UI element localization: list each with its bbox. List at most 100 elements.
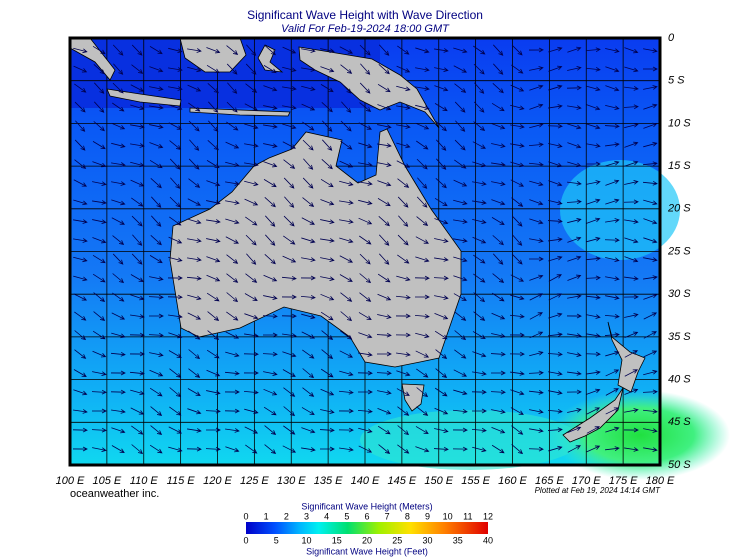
arrow — [643, 218, 658, 225]
arrow — [529, 103, 544, 110]
arrow — [112, 82, 124, 94]
arrow — [246, 44, 257, 56]
arrow — [225, 351, 240, 358]
arrow — [378, 64, 390, 75]
arrow — [92, 447, 107, 452]
arrow — [396, 160, 411, 168]
arrow — [263, 295, 278, 300]
arrow — [189, 139, 200, 151]
arrow — [339, 255, 354, 263]
arrow — [624, 313, 639, 318]
arrow — [263, 274, 278, 282]
arrow — [208, 101, 219, 113]
arrow — [623, 294, 639, 300]
arrow — [529, 218, 544, 225]
arrow — [586, 198, 601, 205]
arrow — [340, 82, 352, 94]
arrow — [605, 198, 620, 205]
arrow — [149, 255, 163, 264]
arrow — [417, 177, 428, 189]
arrow — [73, 369, 87, 377]
arrow — [376, 351, 392, 357]
arrow — [187, 312, 202, 320]
arrow — [454, 349, 467, 359]
arrow — [492, 235, 504, 246]
arrow — [73, 199, 88, 206]
arrow — [187, 66, 202, 73]
arrow — [263, 371, 278, 376]
arrow — [74, 139, 86, 151]
arrow — [547, 218, 563, 224]
longitude-label: 120 E — [203, 475, 232, 487]
arrow — [435, 368, 448, 379]
arrow — [511, 253, 523, 265]
arrow — [301, 217, 315, 225]
arrow — [377, 180, 392, 187]
arrow — [454, 330, 467, 341]
arrow — [416, 140, 429, 150]
colorbar-tick-label: 20 — [362, 535, 372, 545]
arrow — [624, 447, 639, 452]
arrow — [379, 44, 390, 56]
arrow — [264, 45, 276, 56]
arrow — [130, 274, 144, 282]
arrow — [149, 352, 164, 357]
colorbar-title: Significant Wave Height (Meters) — [301, 501, 432, 511]
arrow — [130, 124, 145, 129]
arrow — [434, 197, 448, 207]
arrow — [473, 63, 485, 75]
arrow — [511, 44, 523, 56]
arrow — [455, 120, 466, 132]
arrow — [186, 275, 202, 281]
arrow — [227, 82, 238, 94]
arrow — [168, 122, 182, 130]
arrow — [623, 427, 639, 433]
landmasses — [69, 37, 646, 443]
arrow — [320, 311, 334, 321]
arrow — [168, 236, 183, 244]
arrow — [131, 425, 144, 435]
arrow — [226, 292, 239, 303]
arrow — [245, 234, 257, 246]
arrow — [396, 65, 411, 73]
arrow — [529, 180, 544, 187]
arrow — [547, 123, 563, 129]
arrow — [92, 273, 106, 283]
arrow — [491, 143, 506, 148]
arrow — [263, 179, 277, 188]
arrow — [169, 406, 182, 416]
arrow — [339, 160, 354, 168]
arrow — [93, 64, 105, 75]
arrow — [454, 311, 467, 321]
arrow — [301, 237, 316, 244]
arrow — [548, 84, 563, 91]
arrow — [528, 446, 544, 452]
arrow — [226, 101, 238, 113]
arrow — [548, 255, 563, 262]
arrow — [529, 66, 544, 71]
arrow — [111, 427, 126, 434]
arrow — [548, 199, 563, 206]
arrow — [396, 388, 410, 396]
arrow — [73, 389, 88, 396]
arrow — [567, 255, 582, 262]
arrow — [188, 368, 201, 378]
arrow — [377, 198, 391, 207]
arrow — [397, 444, 410, 454]
arrow — [605, 276, 620, 281]
arrow — [73, 238, 88, 243]
arrow — [303, 158, 314, 170]
arrow — [642, 180, 658, 186]
arrow — [624, 237, 639, 244]
arrow — [263, 124, 278, 129]
arrow — [433, 446, 449, 452]
arrow — [226, 63, 238, 75]
arrow — [566, 85, 582, 91]
arrow — [548, 143, 563, 148]
arrow — [434, 67, 449, 72]
arrow — [206, 349, 220, 359]
arrow — [74, 83, 87, 93]
arrow — [92, 371, 107, 376]
arrow — [605, 48, 620, 53]
arrow — [529, 274, 544, 281]
